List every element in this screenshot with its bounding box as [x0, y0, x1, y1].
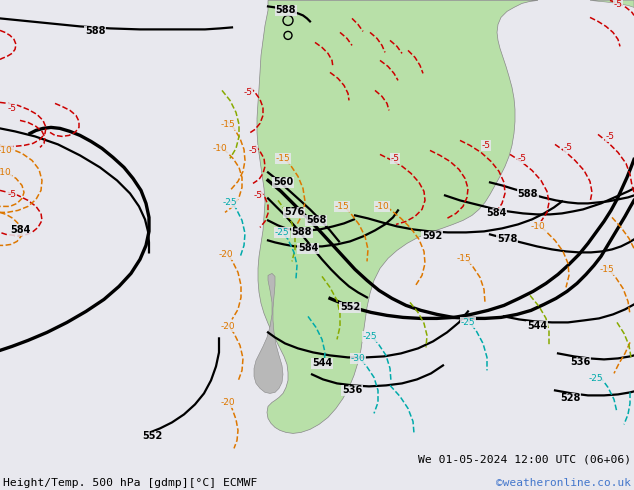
Polygon shape — [254, 273, 283, 393]
Text: 584: 584 — [298, 244, 318, 253]
Text: Height/Temp. 500 hPa [gdmp][°C] ECMWF: Height/Temp. 500 hPa [gdmp][°C] ECMWF — [3, 478, 257, 488]
Text: -25: -25 — [589, 374, 604, 383]
Polygon shape — [590, 0, 634, 7]
Text: -15: -15 — [456, 254, 471, 263]
Text: -10: -10 — [531, 222, 545, 231]
Text: -10: -10 — [0, 146, 13, 155]
Text: -15: -15 — [221, 120, 235, 129]
Text: 536: 536 — [342, 386, 362, 395]
Text: 536: 536 — [570, 357, 590, 368]
Text: -30: -30 — [351, 354, 365, 363]
Text: 584: 584 — [10, 225, 30, 235]
Text: -5: -5 — [8, 104, 16, 113]
Text: 528: 528 — [560, 393, 580, 403]
Text: -15: -15 — [276, 154, 290, 163]
Text: -5: -5 — [243, 88, 252, 97]
Text: -5: -5 — [481, 141, 491, 150]
Text: 568: 568 — [306, 216, 326, 225]
Text: 584: 584 — [486, 208, 506, 219]
Text: -5: -5 — [564, 143, 573, 152]
Text: 588: 588 — [276, 5, 296, 15]
Text: 552: 552 — [142, 431, 162, 441]
Text: -5: -5 — [249, 146, 257, 155]
Text: 544: 544 — [527, 321, 547, 331]
Text: 588: 588 — [292, 227, 313, 237]
Text: -20: -20 — [219, 250, 233, 259]
Text: -10: -10 — [0, 168, 11, 177]
Text: -20: -20 — [221, 322, 235, 331]
Text: 592: 592 — [422, 231, 442, 242]
Text: -10: -10 — [212, 144, 228, 153]
Text: -15: -15 — [600, 265, 614, 274]
Text: -5: -5 — [614, 0, 623, 9]
Text: -5: -5 — [605, 132, 614, 141]
Text: -25: -25 — [275, 228, 289, 237]
Text: 544: 544 — [312, 358, 332, 368]
Text: 578: 578 — [497, 234, 517, 245]
Text: We 01-05-2024 12:00 UTC (06+06): We 01-05-2024 12:00 UTC (06+06) — [418, 455, 631, 465]
Text: -15: -15 — [335, 202, 349, 211]
Polygon shape — [257, 0, 538, 433]
Text: 588: 588 — [85, 26, 105, 36]
Text: -25: -25 — [461, 318, 476, 327]
Text: 588: 588 — [518, 190, 538, 199]
Text: -5: -5 — [8, 190, 16, 199]
Text: 576: 576 — [284, 207, 304, 218]
Text: -20: -20 — [221, 398, 235, 407]
Text: -25: -25 — [223, 198, 237, 207]
Text: -5: -5 — [254, 191, 262, 200]
Text: -5: -5 — [517, 154, 526, 163]
Text: -25: -25 — [363, 332, 377, 341]
Text: 552: 552 — [340, 302, 360, 313]
Text: ©weatheronline.co.uk: ©weatheronline.co.uk — [496, 478, 631, 488]
Text: -10: -10 — [375, 202, 389, 211]
Text: -5: -5 — [391, 154, 399, 163]
Text: 560: 560 — [273, 177, 293, 187]
